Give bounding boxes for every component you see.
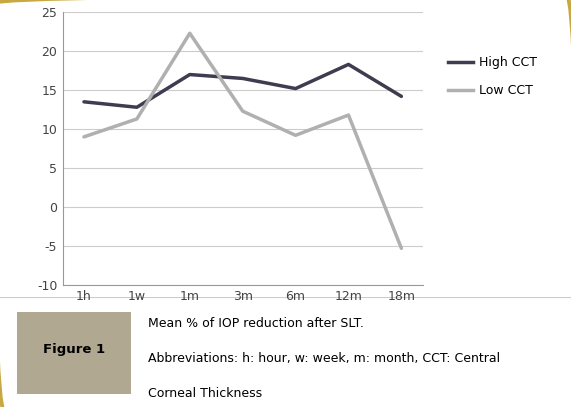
Text: Figure 1: Figure 1 [43, 344, 105, 357]
Text: Abbreviations: h: hour, w: week, m: month, CCT: Central: Abbreviations: h: hour, w: week, m: mont… [148, 352, 501, 365]
Text: Mean % of IOP reduction after SLT.: Mean % of IOP reduction after SLT. [148, 317, 364, 330]
FancyBboxPatch shape [17, 313, 131, 394]
Legend: High CCT, Low CCT: High CCT, Low CCT [443, 51, 542, 102]
Text: Corneal Thickness: Corneal Thickness [148, 387, 263, 400]
